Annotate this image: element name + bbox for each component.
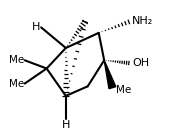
Polygon shape [104, 60, 116, 89]
Text: H: H [31, 22, 40, 32]
Text: Me: Me [9, 79, 24, 89]
Text: OH: OH [132, 58, 149, 68]
Text: NH₂: NH₂ [132, 16, 154, 26]
Text: Me: Me [116, 85, 131, 95]
Text: H: H [62, 120, 70, 130]
Text: Me: Me [9, 55, 24, 65]
